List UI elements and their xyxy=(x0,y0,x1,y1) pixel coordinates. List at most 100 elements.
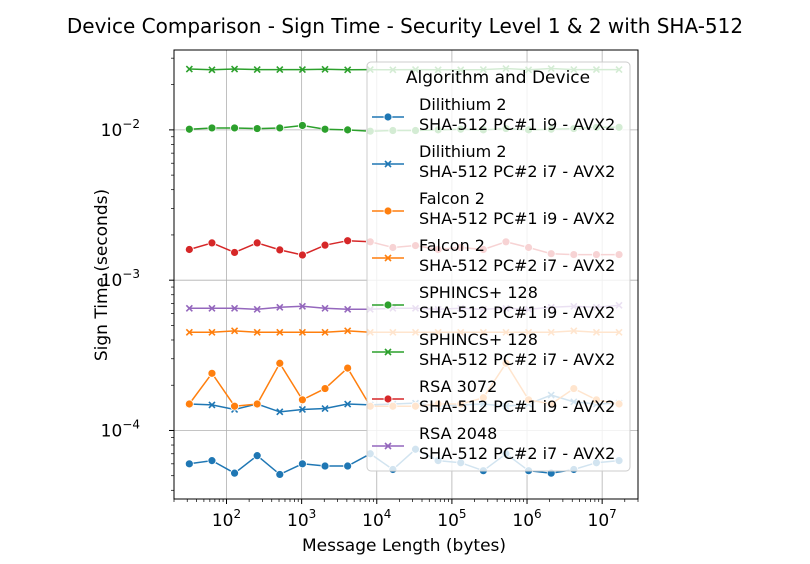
y-axis-label: Sign Time (seconds) xyxy=(92,189,112,361)
data-point xyxy=(184,245,194,254)
legend-device: SHA-512 PC#1 i9 - AVX2 xyxy=(419,115,615,134)
x-tick-label: 107 xyxy=(588,507,617,531)
data-point xyxy=(320,124,330,134)
legend-device: SHA-512 PC#2 i7 - AVX2 xyxy=(419,444,615,463)
legend-marker xyxy=(383,300,393,310)
data-point xyxy=(276,303,284,311)
data-point xyxy=(344,327,352,335)
data-point xyxy=(320,384,330,393)
legend-label: SPHINCS+ 128 xyxy=(419,330,538,349)
data-point xyxy=(208,304,216,312)
data-point xyxy=(275,123,285,133)
x-tick-label: 105 xyxy=(437,507,466,531)
legend-marker xyxy=(383,206,393,216)
data-point xyxy=(320,240,330,250)
legend: Algorithm and Device Dilithium 2SHA-512 … xyxy=(366,61,631,472)
data-point xyxy=(253,65,261,74)
data-point xyxy=(184,459,194,469)
data-point xyxy=(208,66,216,74)
data-point xyxy=(298,65,306,74)
data-point xyxy=(230,248,239,257)
data-point xyxy=(298,121,307,130)
legend-label: Dilithium 2 xyxy=(419,95,507,114)
legend-marker xyxy=(383,112,393,122)
data-point xyxy=(298,459,307,469)
data-point xyxy=(344,400,352,408)
data-point xyxy=(275,245,285,255)
data-point xyxy=(208,328,216,336)
legend-device: SHA-512 PC#2 i7 - AVX2 xyxy=(419,350,615,369)
data-point xyxy=(344,305,352,313)
data-point xyxy=(298,395,307,405)
data-point xyxy=(298,250,307,260)
data-point xyxy=(185,304,193,312)
data-point xyxy=(207,456,217,466)
data-point xyxy=(320,461,330,471)
data-point xyxy=(252,451,262,461)
legend-marker xyxy=(384,254,392,262)
data-point xyxy=(343,461,353,471)
legend-label: Falcon 2 xyxy=(419,236,485,255)
data-point xyxy=(207,123,217,133)
legend-label: Falcon 2 xyxy=(419,189,485,208)
legend-label: Dilithium 2 xyxy=(419,142,507,161)
data-point xyxy=(321,404,329,413)
legend-marker xyxy=(383,394,393,404)
data-point xyxy=(275,358,285,368)
legend-frame xyxy=(366,61,631,472)
plot-frame xyxy=(173,49,639,500)
x-axis-label: Message Length (bytes) xyxy=(302,536,506,556)
legend-title: Algorithm and Device xyxy=(406,68,590,88)
y-tick-label: 10−4 xyxy=(101,417,140,441)
x-tick-label: 104 xyxy=(362,507,391,531)
legend-label: RSA 2048 xyxy=(419,424,497,443)
data-point xyxy=(207,368,217,378)
data-point xyxy=(230,468,239,478)
data-point xyxy=(253,305,261,313)
x-tick-label: 103 xyxy=(287,507,316,531)
x-tick-label: 106 xyxy=(512,507,541,531)
data-point xyxy=(321,304,329,312)
legend-marker xyxy=(384,442,392,450)
legend-device: SHA-512 PC#1 i9 - AVX2 xyxy=(419,397,615,416)
data-point xyxy=(252,124,262,133)
legend-device: SHA-512 PC#1 i9 - AVX2 xyxy=(419,303,615,322)
data-point xyxy=(276,65,284,74)
data-point xyxy=(276,328,284,336)
data-point xyxy=(298,302,306,310)
data-point xyxy=(298,405,306,414)
chart-title: Device Comparison - Sign Time - Security… xyxy=(67,14,743,38)
legend-device: SHA-512 PC#2 i7 - AVX2 xyxy=(419,162,615,181)
data-point xyxy=(231,304,239,312)
data-point xyxy=(253,328,261,336)
data-point xyxy=(276,408,284,416)
y-tick-label: 10−2 xyxy=(101,117,140,141)
data-point xyxy=(230,401,239,411)
data-point xyxy=(185,328,193,336)
data-point xyxy=(185,65,193,73)
data-point xyxy=(184,399,194,409)
data-point xyxy=(231,327,239,335)
data-point xyxy=(208,401,216,409)
legend-device: SHA-512 PC#2 i7 - AVX2 xyxy=(419,256,615,275)
data-point xyxy=(321,328,329,336)
legend-device: SHA-512 PC#1 i9 - AVX2 xyxy=(419,209,615,228)
data-point xyxy=(343,363,353,373)
y-tick-label: 10−3 xyxy=(101,267,140,291)
data-point xyxy=(298,328,306,336)
data-point xyxy=(275,470,285,479)
data-point xyxy=(321,65,329,73)
data-point xyxy=(343,236,353,246)
data-point xyxy=(230,123,239,133)
legend-label: RSA 3072 xyxy=(419,377,497,396)
